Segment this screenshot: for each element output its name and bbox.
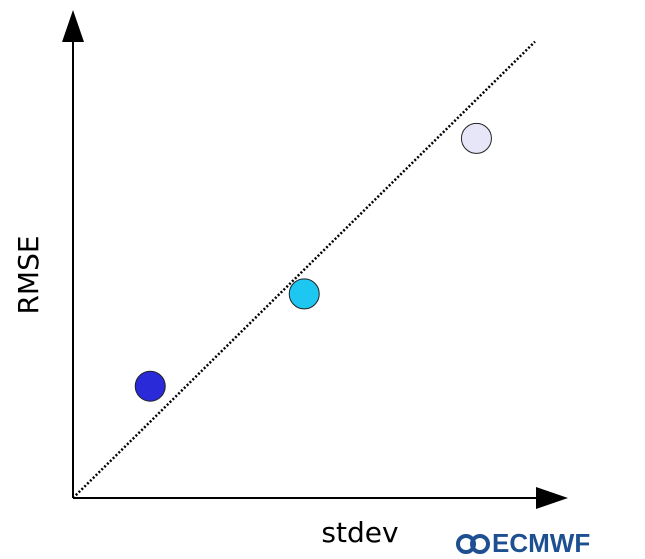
logo: ECMWF (456, 528, 590, 558)
point (288, 278, 320, 310)
logo-icon (470, 534, 490, 554)
y-axis-label: RMSE (12, 235, 45, 314)
logo-text: ECMWF (492, 528, 590, 558)
x-axis-label: stdev (321, 516, 398, 549)
point (460, 122, 492, 154)
x-axis-arrow (536, 487, 568, 509)
identity-line (72, 40, 536, 499)
point (134, 370, 166, 402)
y-axis-arrow (62, 10, 84, 42)
